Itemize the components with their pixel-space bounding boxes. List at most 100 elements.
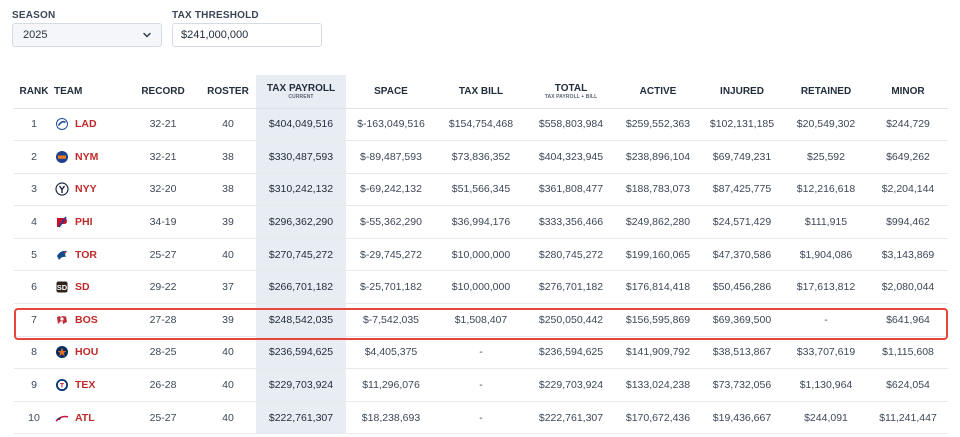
col-header-record[interactable]: RECORD [141,85,185,97]
roster-cell: 38 [222,183,234,196]
svg-text:T: T [60,383,64,390]
col-header-minor[interactable]: MINOR [891,85,925,97]
active-cell: $156,595,869 [625,313,691,326]
space-cell: $11,296,076 [362,379,420,392]
record-cell: 25-27 [149,248,177,261]
record-cell: 32-21 [149,150,177,163]
minor-cell: $244,729 [886,118,930,131]
col-header-team[interactable]: TEAM [54,85,83,97]
payroll-table: RANK TEAM RECORD ROSTER TAX PAYROLL CURR… [14,75,948,434]
season-select[interactable]: 2025 [12,23,162,47]
tax-payroll-cell: $248,542,035 [256,303,346,337]
team-link[interactable]: SD [75,281,90,294]
team-cell: TOR [54,238,126,271]
retained-cell: - [824,313,828,326]
col-header-active[interactable]: ACTIVE [639,85,677,97]
team-link[interactable]: ATL [75,411,95,424]
filters-bar: SEASON 2025 TAX THRESHOLD [12,10,322,47]
team-link[interactable]: HOU [75,346,99,359]
col-header-retained[interactable]: RETAINED [800,85,852,97]
table-row: 1 LAD 32-21 40 $404,049,516 $-163,049,51… [14,108,948,141]
season-select-value: 2025 [23,29,48,41]
tax-payroll-cell: $222,761,307 [256,401,346,434]
rank-cell: 1 [31,118,37,131]
record-cell: 29-22 [149,281,177,294]
tax-payroll-title: TAX PAYROLL [266,82,336,94]
injured-cell: $102,131,185 [709,118,775,131]
team-cell: NYY [54,173,126,206]
col-header-total[interactable]: TOTAL TAX PAYROLL + BILL [526,75,616,108]
active-cell: $188,783,073 [625,183,691,196]
phillies-logo-icon [57,216,67,228]
team-link[interactable]: BOS [75,313,98,326]
rangers-logo-icon: T [56,379,68,392]
team-link[interactable]: TEX [75,379,96,392]
injured-cell: $69,369,500 [712,313,772,326]
astros-logo-icon [56,346,68,359]
team-cell: T TEX [54,369,126,402]
team-link[interactable]: TOR [75,248,97,261]
col-header-tax-bill[interactable]: TAX BILL [458,85,504,97]
record-cell: 26-28 [149,379,177,392]
team-link[interactable]: LAD [75,118,97,131]
minor-cell: $994,462 [886,216,930,229]
tax-bill-cell: $10,000,000 [451,281,511,294]
record-cell: 27-28 [149,313,177,326]
team-link[interactable]: NYY [75,183,97,196]
table-row: 3 NYY 32-20 38 $310,242,132 $-69,242,132… [14,173,948,206]
tax-payroll-cell: $270,745,272 [256,238,346,271]
threshold-label: TAX THRESHOLD [172,10,259,21]
team-cell: SD SD [54,271,126,304]
roster-cell: 39 [222,313,234,326]
team-cell: PHI [54,206,126,239]
record-cell: 34-19 [149,216,177,229]
col-header-roster[interactable]: ROSTER [207,85,249,97]
col-header-injured[interactable]: INJURED [720,85,764,97]
team-link[interactable]: NYM [75,150,99,163]
minor-cell: $649,262 [886,150,930,163]
tax-payroll-cell: $266,701,182 [256,270,346,304]
team-cell: NYM [54,141,126,174]
roster-cell: 40 [222,379,234,392]
injured-cell: $73,732,056 [712,379,772,392]
rank-cell: 3 [31,183,37,196]
tax-payroll-cell: $310,242,132 [256,173,346,206]
col-header-space[interactable]: SPACE [374,85,408,97]
threshold-filter: TAX THRESHOLD [172,10,322,47]
injured-cell: $50,456,286 [712,281,772,294]
retained-cell: $25,592 [807,150,845,163]
payroll-table-container: RANK TEAM RECORD ROSTER TAX PAYROLL CURR… [14,75,948,434]
tax-bill-cell: $51,566,345 [451,183,511,196]
team-cell: BOS [54,304,126,337]
space-cell: $-69,242,132 [360,183,422,196]
col-header-tax-payroll[interactable]: TAX PAYROLL CURRENT [256,75,346,108]
retained-cell: $1,904,086 [799,248,853,261]
tax-bill-cell: $1,508,407 [454,313,508,326]
active-cell: $238,896,104 [625,150,691,163]
injured-cell: $19,436,667 [712,411,772,424]
rank-cell: 5 [31,248,37,261]
tax-bill-cell: $154,754,468 [448,118,514,131]
injured-cell: $24,571,429 [712,216,772,229]
rank-cell: 7 [31,313,37,326]
tax-bill-cell: - [479,411,483,424]
svg-text:SD: SD [57,283,68,292]
minor-cell: $641,964 [886,313,930,326]
table-row: 7 BOS 27-28 39 $248,542,035 $-7,542,035 … [14,303,948,337]
space-cell: $-29,745,272 [360,248,422,261]
tax-payroll-subtitle: CURRENT [288,93,314,100]
team-link[interactable]: PHI [75,216,93,229]
rank-cell: 6 [31,281,37,294]
dodgers-logo-icon [56,118,68,131]
total-cell: $333,356,466 [538,216,604,229]
retained-cell: $20,549,302 [796,118,856,131]
retained-cell: $244,091 [804,411,848,424]
col-header-rank[interactable]: RANK [19,85,49,97]
total-subtitle: TAX PAYROLL + BILL [544,93,598,100]
space-cell: $18,238,693 [361,411,421,424]
record-cell: 32-20 [149,183,177,196]
chevron-down-icon [141,29,153,41]
injured-cell: $38,513,867 [712,346,772,359]
roster-cell: 39 [222,216,234,229]
threshold-input[interactable] [172,23,322,47]
